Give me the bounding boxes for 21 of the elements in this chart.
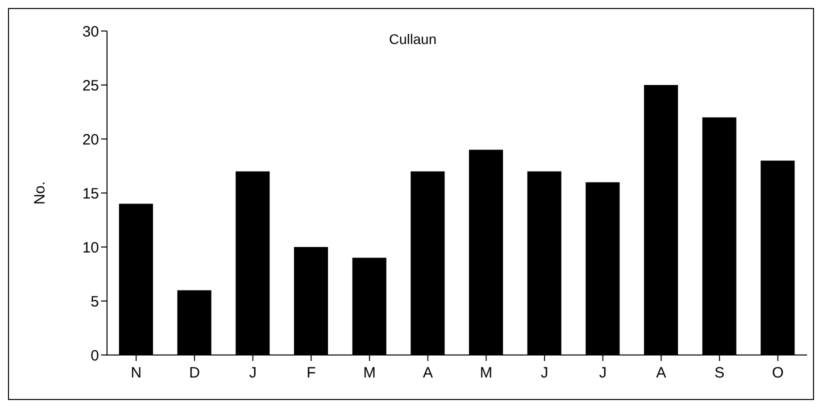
chart-title: Cullaun (389, 31, 436, 47)
y-tick-label: 0 (90, 347, 99, 364)
x-tick-label: O (772, 364, 784, 382)
x-tick-label: J (540, 364, 548, 382)
x-tick-label: J (599, 364, 607, 382)
x-tick-label: A (656, 364, 666, 382)
x-tick-label: A (422, 364, 433, 382)
y-tick-label: 30 (82, 23, 99, 40)
x-tick-label: J (249, 364, 257, 382)
x-tick-label: M (480, 364, 492, 382)
x-tick-label: M (363, 364, 376, 382)
x-tick-label: F (306, 364, 316, 382)
y-tick-label: 5 (90, 293, 99, 310)
y-tick-label: 10 (82, 239, 99, 256)
x-tick-label: N (130, 364, 142, 382)
x-tick-label: D (189, 364, 200, 382)
y-tick-label: 15 (82, 185, 99, 202)
x-tick-label: S (714, 364, 725, 382)
y-tick-label: 20 (82, 131, 99, 148)
y-axis-title: No. (31, 181, 48, 205)
y-tick-label: 25 (82, 77, 99, 94)
